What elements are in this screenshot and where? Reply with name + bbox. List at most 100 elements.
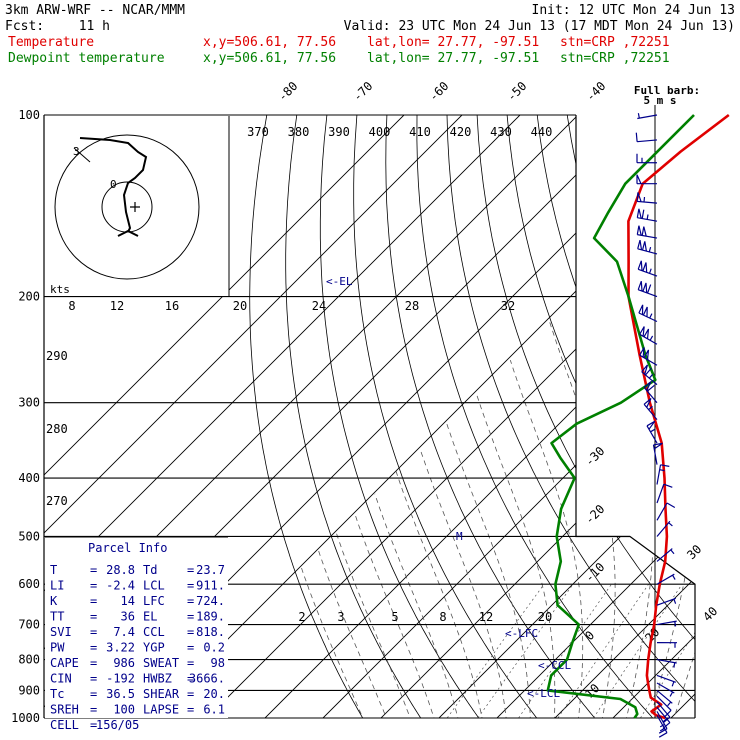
moist-adiabat-line [354, 514, 439, 718]
parcel-param-eq: = [90, 579, 97, 593]
theta-e-label: 390 [328, 125, 350, 139]
parcel-param-value: 3666. [189, 672, 225, 686]
model-title: 3km ARW-WRF -- NCAR/MMM [5, 3, 185, 18]
wind-barb [656, 502, 676, 521]
temperature-profile-line [627, 113, 730, 720]
dry-adiabat-line [596, 115, 695, 718]
moist-adiabat-line [395, 471, 485, 718]
parcel-param-eq: = [90, 594, 97, 608]
parcel-param-value: 36 [121, 610, 135, 624]
parcel-param-name: EL [143, 610, 157, 624]
isotherm-label: -60 [426, 79, 451, 104]
isotherm-label: 30 [684, 542, 704, 562]
isotherm-label: 40 [700, 604, 720, 624]
moist-adiabat-line [336, 533, 415, 718]
parcel-param-name: HWBZ [143, 672, 172, 686]
theta-label: 280 [46, 422, 68, 436]
dry-adiabat-line [385, 115, 606, 718]
wind-barb [646, 420, 658, 444]
theta-e-label: 440 [531, 125, 553, 139]
theta-e-label: 400 [369, 125, 391, 139]
pressure-tick-label: 1000 [11, 711, 40, 725]
level-annotation: <-LFC [505, 627, 538, 640]
wind-barb [635, 132, 658, 143]
parcel-param-eq: = [187, 641, 194, 655]
wind-barb [636, 225, 658, 239]
level-annotation: <-LCL [527, 687, 560, 700]
mixing-ratio-label: 20 [538, 610, 552, 624]
wind-barb [656, 682, 675, 697]
moist-adiabat-line [601, 296, 654, 718]
parcel-param-name: LI [50, 579, 64, 593]
dry-adiabat-line [249, 115, 371, 718]
parcel-param-name: CELL [50, 718, 79, 732]
parcel-param-value: 28.8 [106, 563, 135, 577]
wind-barb [643, 381, 658, 404]
dry-adiabat-line [416, 115, 665, 718]
valid-time: Valid: 23 UTC Mon 24 Jun 13 (17 MDT Mon … [344, 19, 735, 34]
isotherm-label: -50 [504, 79, 529, 104]
parcel-param-name: CIN [50, 672, 72, 686]
plot-frame-right [575, 115, 696, 718]
wind-barb [638, 304, 658, 323]
parcel-param-eq: = [90, 672, 97, 686]
wind-barb [656, 620, 677, 627]
parcel-param-name: CCL [143, 625, 165, 639]
hodograph-speed-label: 20 [233, 299, 247, 313]
parcel-param-name: Td [143, 563, 157, 577]
dry-adiabat-line [506, 115, 695, 718]
parcel-param-value: 3.22 [106, 641, 135, 655]
init-time: Init: 12 UTC Mon 24 Jun 13 [532, 3, 736, 18]
parcel-param-name: SVI [50, 625, 72, 639]
wind-barb [656, 597, 677, 606]
parcel-param-eq: = [90, 656, 97, 670]
moist-adiabat-line [300, 566, 369, 718]
hodograph-kts-label: kts [50, 283, 70, 296]
pressure-tick-label: 800 [18, 653, 40, 667]
isotherm-label: -40 [583, 79, 608, 104]
parcel-param-eq: = [187, 672, 194, 686]
wind-barb [656, 706, 671, 729]
parcel-param-value: 724. [196, 594, 225, 608]
wind-barb [641, 364, 658, 386]
parcel-param-value: 7.4 [113, 625, 135, 639]
moist-adiabat-line [420, 450, 508, 718]
parcel-param-name: SREH [50, 703, 79, 717]
temperature-station: stn=CRP ,72251 [560, 35, 670, 50]
pressure-tick-label: 500 [18, 529, 40, 543]
level-annotation: M [456, 530, 463, 543]
wind-barb [656, 689, 673, 707]
isotherm-line [206, 115, 695, 718]
hodograph-tick [73, 147, 91, 163]
hodograph-height-label: 0 [110, 178, 117, 191]
hodograph-speed-label: 12 [110, 299, 124, 313]
wind-barb [656, 695, 672, 718]
parcel-param-name: Tc [50, 687, 64, 701]
dry-adiabat-line [353, 115, 548, 718]
wind-barb [639, 347, 658, 366]
moist-adiabat-line [509, 359, 584, 718]
parcel-param-name: LCL [143, 579, 165, 593]
isotherm-line [380, 115, 695, 718]
parcel-param-name: LAPSE [143, 703, 179, 717]
moist-adiabat-line [692, 296, 695, 718]
pressure-tick-label: 300 [18, 396, 40, 410]
parcel-param-value: 6.1 [203, 703, 225, 717]
theta-e-label: 410 [409, 125, 431, 139]
hodograph-trace [79, 137, 148, 237]
theta-e-label: 370 [247, 125, 269, 139]
parcel-param-eq: = [187, 687, 194, 701]
parcel-param-name: TT [50, 610, 64, 624]
hodograph-height-label: 3 [73, 145, 80, 158]
wind-barb [636, 174, 658, 185]
isotherm-line [729, 115, 740, 718]
mixing-ratio-label: 12 [479, 610, 493, 624]
parcel-param-eq: = [187, 625, 194, 639]
parcel-param-eq: = [90, 703, 97, 717]
forecast-hour: 11 h [79, 19, 110, 34]
isotherm-label: 0 [582, 628, 597, 643]
moist-adiabat-line [476, 393, 556, 718]
isotherm-label: -30 [582, 444, 607, 469]
wind-barb [652, 442, 663, 465]
